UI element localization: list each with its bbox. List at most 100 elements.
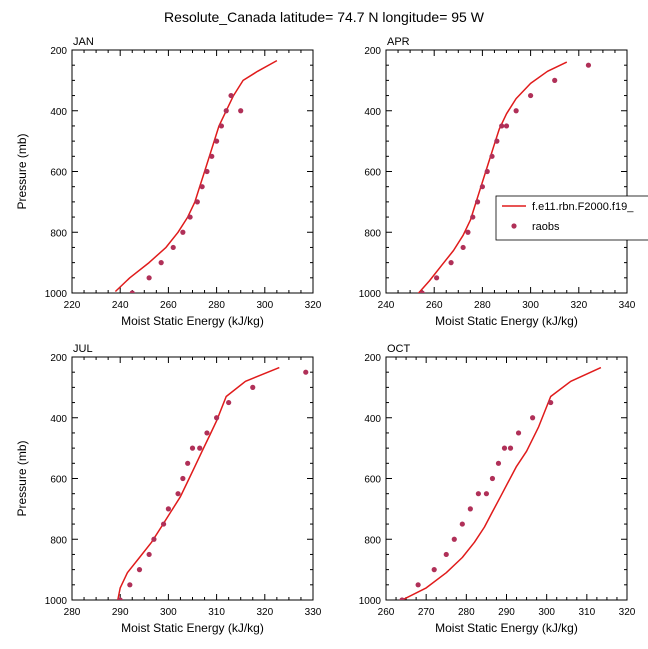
raobs-point	[483, 491, 490, 497]
raobs-point	[129, 290, 135, 293]
x-tick-label: 280	[64, 607, 81, 618]
x-tick-label: 280	[458, 607, 475, 618]
figure-title: Resolute_Canada latitude= 74.7 N longitu…	[164, 9, 485, 25]
panels: JAN 220 240 260 280 300 320 200 400 600 800 1000 Moi…	[15, 36, 648, 635]
raobs-point	[499, 123, 505, 129]
x-tick-label: 260	[378, 607, 395, 618]
panel-label: APR	[387, 36, 410, 48]
y-tick-label: 800	[364, 535, 381, 546]
y-axis-label: Pressure (mb)	[15, 133, 29, 209]
x-tick-label: 320	[256, 607, 273, 618]
raobs-point	[399, 597, 405, 600]
raobs-point	[484, 168, 490, 175]
raobs-point	[494, 138, 500, 144]
plot-area	[399, 366, 602, 600]
raobs-point	[530, 415, 536, 421]
raobs-point	[187, 214, 193, 220]
x-tick-label: 320	[619, 607, 636, 618]
y-tick-label: 800	[50, 535, 67, 546]
raobs-point	[160, 521, 167, 527]
x-tick-label: 260	[160, 300, 177, 311]
raobs-point	[470, 214, 476, 220]
raobs-point	[214, 415, 220, 421]
x-tick-label: 310	[578, 607, 595, 618]
legend-entry-label: raobs	[532, 221, 560, 233]
panel-apr: APR 240 260 280 300 320 340 200 400 600 800 1000 Moi…	[359, 36, 648, 328]
raobs-point	[117, 597, 123, 600]
plot-frame	[385, 49, 628, 294]
raobs-point	[136, 567, 143, 573]
x-axis-label: Moist Static Energy (kJ/kg)	[121, 621, 264, 635]
raobs-point	[451, 536, 457, 542]
panel-jul: JUL 280 290 300 310 320 330 200 400 600 800 1000 Moi…	[15, 343, 322, 635]
raobs-point	[151, 536, 157, 542]
x-tick-label: 320	[570, 300, 587, 311]
legend-box	[495, 195, 648, 241]
plot-frame	[385, 356, 628, 601]
x-tick-label: 290	[112, 607, 129, 618]
panel-label: JUL	[73, 343, 93, 355]
y-tick-label: 600	[50, 168, 67, 179]
raobs-point	[158, 260, 164, 266]
raobs-point	[475, 491, 481, 497]
raobs-point	[146, 275, 152, 281]
x-tick-label: 300	[256, 300, 273, 311]
model-line	[401, 366, 602, 600]
raobs-point	[238, 108, 244, 114]
x-tick-label: 280	[208, 300, 225, 311]
x-axis-label: Moist Static Energy (kJ/kg)	[435, 621, 578, 635]
raobs-point	[228, 92, 234, 99]
x-tick-label: 240	[112, 300, 129, 311]
raobs-point	[507, 445, 514, 451]
y-tick-label: 600	[50, 475, 67, 486]
y-tick-label: 1000	[45, 596, 68, 607]
raobs-point	[585, 62, 592, 68]
y-tick-label: 400	[364, 107, 381, 118]
x-tick-label: 300	[160, 607, 177, 618]
panel-label: JAN	[73, 36, 94, 48]
model-line	[117, 366, 280, 600]
raobs-point	[185, 460, 191, 466]
raobs-point	[448, 260, 454, 266]
x-tick-label: 320	[305, 300, 322, 311]
plot-area	[117, 366, 309, 600]
x-tick-label: 270	[418, 607, 435, 618]
y-tick-label: 600	[364, 475, 381, 486]
x-tick-label: 300	[522, 300, 539, 311]
raobs-point	[180, 229, 186, 235]
raobs-point	[548, 399, 554, 406]
raobs-point	[223, 108, 229, 114]
raobs-point	[209, 153, 215, 159]
y-tick-label: 1000	[359, 289, 382, 300]
y-tick-label: 800	[364, 228, 381, 239]
raobs-point	[197, 445, 203, 451]
raobs-point	[415, 582, 421, 588]
raobs-point	[431, 567, 437, 573]
raobs-point	[489, 153, 495, 159]
x-tick-label: 300	[538, 607, 555, 618]
y-tick-label: 600	[364, 168, 381, 179]
plot-frame	[71, 356, 314, 601]
y-tick-label: 1000	[45, 289, 68, 300]
y-tick-label: 200	[50, 353, 67, 364]
raobs-point	[218, 123, 225, 129]
legend-entry-label: f.e11.rbn.F2000.f19_	[532, 201, 634, 213]
x-tick-label: 240	[378, 300, 395, 311]
raobs-point	[513, 108, 519, 114]
x-tick-label: 260	[426, 300, 443, 311]
raobs-point	[165, 506, 171, 512]
y-axis-label: Pressure (mb)	[15, 440, 29, 516]
y-tick-label: 200	[364, 46, 381, 57]
x-axis-label: Moist Static Energy (kJ/kg)	[435, 314, 578, 328]
x-tick-label: 330	[305, 607, 322, 618]
raobs-point	[528, 92, 534, 99]
raobs-point	[303, 369, 309, 375]
raobs-point	[180, 475, 186, 482]
model-line	[417, 61, 568, 293]
panel-label: OCT	[387, 343, 411, 355]
raobs-point	[199, 184, 205, 190]
raobs-point	[204, 168, 210, 175]
plot-area	[114, 59, 278, 293]
y-tick-label: 400	[364, 414, 381, 425]
